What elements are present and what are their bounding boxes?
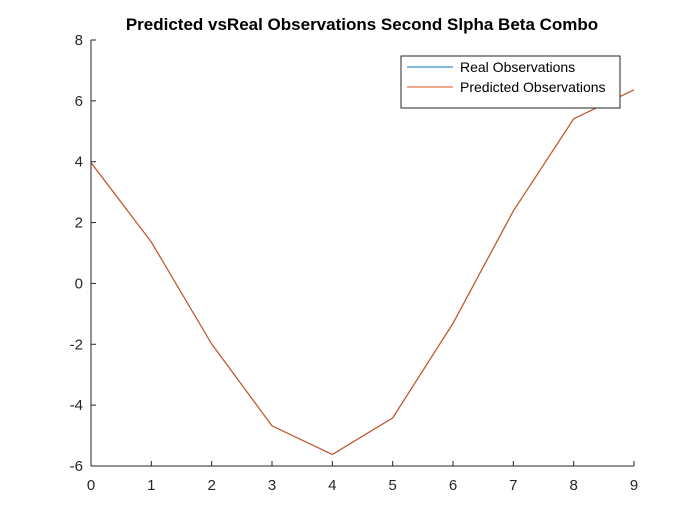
axes-layer: 0 1 2 3 4 5 6 7 8 9 -6 -4 -2 0 2 4 6 8 [70, 32, 639, 494]
x-tick-label: 2 [207, 477, 215, 494]
legend-label-2: Predicted Observations [460, 79, 606, 95]
legend-box [400, 55, 621, 109]
y-tick-label: -6 [70, 458, 83, 475]
x-tick-label: 1 [147, 477, 155, 494]
legend-label-1: Real Observations [460, 59, 575, 75]
x-tick-label: 6 [449, 477, 457, 494]
y-tick-label: 8 [75, 32, 83, 49]
x-tick-label: 8 [569, 477, 577, 494]
chart-title: Predicted vsReal Observations Second Slp… [126, 15, 598, 34]
y-tick-label: -2 [70, 336, 83, 353]
y-tick-label: 2 [75, 215, 83, 232]
x-tick-label: 9 [630, 477, 638, 494]
series-layer [90, 89, 635, 456]
legend: Real Observations Predicted Observations [400, 55, 621, 109]
x-tick-label: 5 [388, 477, 396, 494]
y-tick-label: 4 [75, 154, 83, 171]
plot-area [91, 40, 634, 466]
x-tick-label: 4 [328, 477, 336, 494]
x-tick-label: 7 [509, 477, 517, 494]
x-tick-label: 3 [268, 477, 276, 494]
series-line-2 [90, 89, 635, 456]
y-tick-label: 0 [75, 275, 83, 292]
y-tick-label: -4 [70, 397, 83, 414]
x-tick-label: 0 [87, 477, 95, 494]
y-tick-label: 6 [75, 93, 83, 110]
